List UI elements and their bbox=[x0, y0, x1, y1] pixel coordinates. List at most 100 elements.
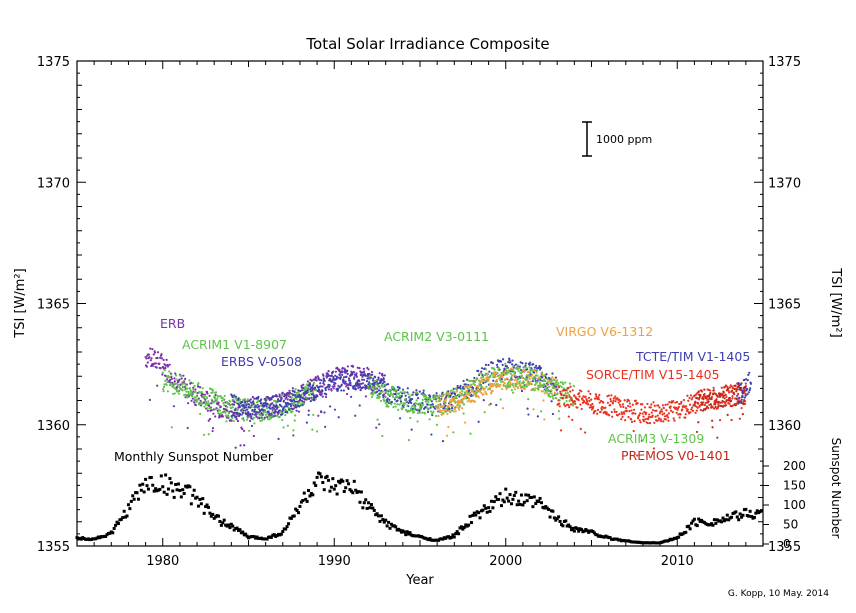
data-point bbox=[151, 364, 155, 367]
data-point bbox=[219, 395, 222, 398]
sunspot-point bbox=[145, 484, 149, 488]
sunspot-point bbox=[372, 508, 376, 512]
data-point bbox=[389, 392, 393, 395]
data-point bbox=[172, 405, 176, 408]
data-point bbox=[447, 425, 450, 429]
data-point bbox=[292, 407, 295, 410]
data-point bbox=[233, 394, 236, 397]
data-point bbox=[513, 374, 516, 377]
data-point bbox=[248, 419, 252, 422]
data-point bbox=[557, 386, 561, 389]
data-point bbox=[538, 365, 541, 368]
data-point bbox=[628, 402, 631, 405]
data-point bbox=[598, 401, 601, 404]
data-point bbox=[566, 391, 569, 395]
data-point bbox=[527, 370, 530, 373]
sunspot-point bbox=[135, 491, 139, 495]
data-point bbox=[471, 380, 474, 383]
data-point bbox=[284, 410, 287, 414]
data-point bbox=[662, 420, 665, 423]
data-point bbox=[671, 411, 674, 414]
data-point bbox=[178, 378, 181, 381]
data-point bbox=[284, 413, 287, 417]
data-point bbox=[689, 394, 692, 397]
data-point bbox=[163, 369, 166, 372]
data-point bbox=[492, 374, 495, 377]
data-point bbox=[255, 415, 258, 418]
sunspot-point bbox=[538, 496, 542, 500]
sunspot-point bbox=[552, 516, 556, 520]
data-point bbox=[541, 385, 544, 388]
data-point bbox=[161, 371, 164, 374]
data-point bbox=[300, 396, 303, 399]
data-point bbox=[492, 379, 495, 382]
sunspot-point bbox=[505, 496, 509, 500]
data-point bbox=[519, 371, 522, 374]
sunspot-point bbox=[301, 498, 305, 502]
data-point bbox=[225, 400, 228, 404]
data-point bbox=[643, 410, 646, 414]
data-point bbox=[675, 411, 678, 414]
data-point bbox=[407, 393, 410, 396]
data-point bbox=[286, 424, 289, 427]
data-point bbox=[472, 382, 475, 385]
data-point bbox=[598, 393, 601, 397]
data-point bbox=[730, 418, 733, 422]
data-point bbox=[560, 386, 563, 389]
data-point bbox=[484, 363, 488, 367]
data-point bbox=[410, 397, 414, 401]
data-point bbox=[453, 392, 457, 396]
data-point bbox=[568, 390, 572, 393]
data-point bbox=[358, 404, 361, 407]
data-point bbox=[669, 405, 672, 408]
sunspot-point bbox=[305, 499, 309, 503]
data-point bbox=[620, 418, 623, 421]
data-point bbox=[721, 401, 724, 404]
data-point bbox=[410, 401, 413, 405]
data-point bbox=[710, 406, 713, 409]
data-point bbox=[375, 379, 378, 382]
data-point bbox=[720, 386, 723, 389]
data-point bbox=[504, 370, 507, 373]
data-point bbox=[214, 408, 217, 411]
sunspot-point bbox=[292, 514, 296, 518]
data-point bbox=[712, 389, 715, 392]
data-point bbox=[705, 396, 708, 399]
sunspot-point bbox=[241, 530, 245, 534]
data-point bbox=[501, 387, 504, 391]
data-point bbox=[476, 377, 479, 381]
data-point bbox=[694, 401, 697, 404]
data-point bbox=[457, 408, 461, 411]
data-point bbox=[737, 397, 741, 400]
sunspot-point bbox=[508, 493, 512, 497]
data-point bbox=[416, 391, 419, 394]
data-point bbox=[152, 353, 155, 356]
data-point bbox=[456, 403, 459, 406]
data-point bbox=[357, 386, 360, 390]
data-point bbox=[264, 411, 267, 414]
data-point bbox=[450, 406, 454, 410]
data-point bbox=[248, 429, 251, 432]
data-point bbox=[282, 407, 285, 410]
data-point bbox=[497, 366, 500, 370]
sunspot-point bbox=[491, 506, 495, 510]
data-point bbox=[395, 392, 399, 395]
data-point bbox=[516, 387, 520, 390]
sunspot-point bbox=[755, 509, 759, 513]
data-point bbox=[382, 385, 385, 388]
data-point bbox=[695, 409, 698, 412]
data-point bbox=[315, 379, 318, 382]
data-point bbox=[234, 395, 238, 398]
data-point bbox=[162, 390, 165, 393]
data-point bbox=[487, 378, 490, 381]
data-point bbox=[542, 383, 545, 386]
data-point bbox=[291, 389, 294, 392]
data-point bbox=[748, 371, 751, 374]
data-point bbox=[186, 387, 189, 390]
data-point bbox=[349, 384, 352, 387]
data-point bbox=[224, 411, 227, 414]
data-point bbox=[217, 401, 220, 404]
data-point bbox=[249, 415, 252, 418]
data-point bbox=[648, 413, 651, 416]
